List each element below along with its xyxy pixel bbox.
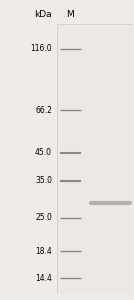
Text: M: M <box>66 10 74 19</box>
Bar <box>57 24 133 294</box>
Text: 45.0: 45.0 <box>35 148 52 158</box>
Text: 14.4: 14.4 <box>35 274 52 283</box>
Text: 25.0: 25.0 <box>35 213 52 222</box>
Text: 116.0: 116.0 <box>30 44 52 53</box>
Text: 18.4: 18.4 <box>35 247 52 256</box>
Text: kDa: kDa <box>34 10 52 19</box>
Text: 66.2: 66.2 <box>35 106 52 115</box>
Text: 35.0: 35.0 <box>35 176 52 185</box>
